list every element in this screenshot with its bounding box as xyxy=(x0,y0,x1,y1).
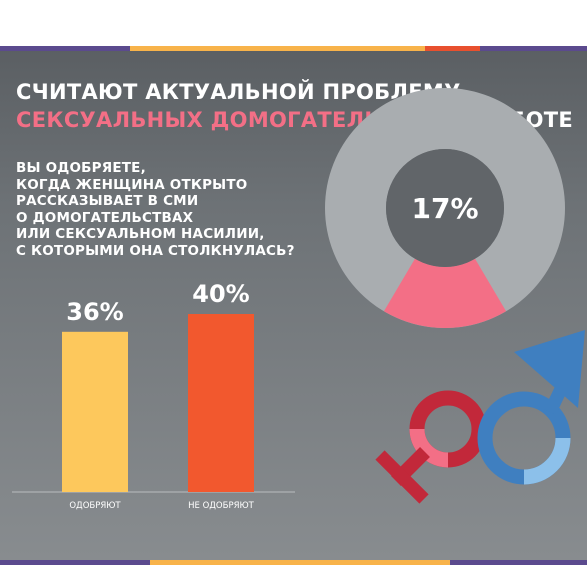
strip-segment xyxy=(480,46,587,51)
x-tick-label: НЕ ОДОБРЯЮТ xyxy=(188,501,255,511)
bar-value-label: 36% xyxy=(66,298,123,326)
question-line: РАССКАЗЫВАЕТ В СМИ xyxy=(16,193,199,209)
top-margin xyxy=(0,0,587,46)
strip-segment xyxy=(150,560,450,565)
strip-segment xyxy=(130,46,425,51)
question-line: ВЫ ОДОБРЯЕТЕ, xyxy=(16,160,146,176)
question-line: О ДОМОГАТЕЛЬСТВАХ xyxy=(16,209,194,226)
x-tick-label: ОДОБРЯЮТ xyxy=(69,501,121,511)
question-line: ИЛИ СЕКСУАЛЬНОМ НАСИЛИИ, xyxy=(16,226,265,242)
top-color-strip xyxy=(0,46,587,51)
donut-chart: 17% xyxy=(325,88,565,328)
question-line: С КОТОРЫМИ ОНА СТОЛКНУЛАСЬ? xyxy=(16,242,295,259)
bar-chart: 36% ОДОБРЯЮТ 40% НЕ ОДОБРЯЮТ xyxy=(12,280,295,511)
bottom-margin xyxy=(0,565,587,587)
strip-segment xyxy=(425,46,480,51)
bar-value-label: 40% xyxy=(192,280,249,308)
bottom-color-strip xyxy=(0,560,587,565)
survey-question: ВЫ ОДОБРЯЕТЕ, КОГДА ЖЕНЩИНА ОТКРЫТО РАСС… xyxy=(16,160,316,259)
donut-hole xyxy=(386,149,504,267)
title-line-1: СЧИТАЮТ АКТУАЛЬНОЙ ПРОБЛЕМУ xyxy=(16,80,461,104)
question-line: КОГДА ЖЕНЩИНА ОТКРЫТО xyxy=(16,176,248,193)
strip-segment xyxy=(0,560,150,565)
bar-1 xyxy=(188,314,254,492)
strip-segment xyxy=(0,46,130,51)
donut-value-label: 17% xyxy=(411,192,478,225)
donut-slice xyxy=(383,258,507,328)
female-symbol-icon xyxy=(375,390,487,504)
male-symbol-icon xyxy=(477,330,585,485)
strip-segment xyxy=(450,560,587,565)
bar-0 xyxy=(62,331,128,492)
